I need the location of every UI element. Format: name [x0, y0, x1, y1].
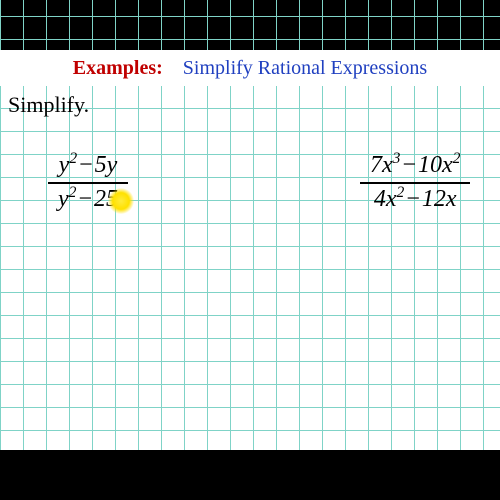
header-bar: Examples: Simplify Rational Expressions [0, 50, 500, 86]
expression-2-denominator: 4x2−12x [360, 182, 470, 216]
expression-2: 7x3−10x2 4x2−12x [360, 150, 470, 215]
header-title: Simplify Rational Expressions [183, 57, 427, 79]
expression-1-numerator: y2−5y [48, 150, 128, 182]
letterbox-bottom [0, 450, 500, 500]
instruction-text: Simplify. [8, 92, 89, 118]
expression-1-denominator: y2−25 [48, 182, 128, 216]
expression-2-numerator: 7x3−10x2 [360, 150, 470, 182]
header-examples-label: Examples: [73, 57, 163, 79]
expression-1: y2−5y y2−25 [48, 150, 128, 215]
header-spacer [168, 57, 178, 79]
